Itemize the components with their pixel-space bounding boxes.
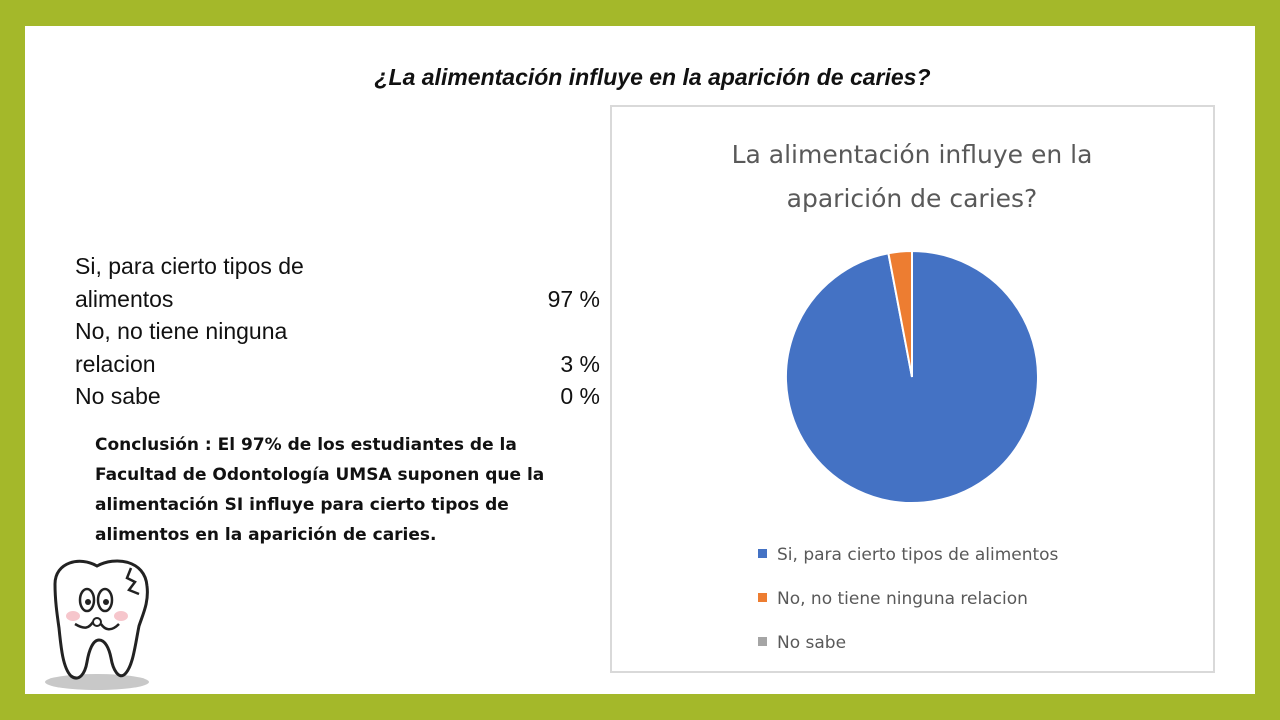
- legend-swatch: [758, 637, 767, 646]
- conclusion-text: Conclusión : El 97% de los estudiantes d…: [95, 435, 545, 545]
- chart-panel: La alimentación influye en la aparición …: [610, 105, 1215, 673]
- table-row: Si, para cierto tipos de alimentos 97 %: [75, 250, 600, 315]
- chart-title-line: aparición de caries?: [787, 184, 1038, 213]
- legend-label: No sabe: [777, 633, 846, 653]
- cartoon-tooth-icon: [35, 554, 165, 699]
- data-table: Si, para cierto tipos de alimentos 97 % …: [75, 250, 600, 413]
- pie-slice: [887, 249, 913, 378]
- legend-swatch: [758, 593, 767, 602]
- legend-swatch: [758, 549, 767, 558]
- row-value: 0 %: [560, 383, 600, 409]
- table-row: No, no tiene ninguna relacion 3 %: [75, 315, 600, 380]
- pie-slices: [785, 249, 1039, 504]
- row-label: Si, para cierto tipos de alimentos: [75, 253, 304, 312]
- legend-label: Si, para cierto tipos de alimentos: [777, 545, 1059, 565]
- legend-label: No, no tiene ninguna relacion: [777, 589, 1028, 609]
- slide: ¿La alimentación influye en la aparición…: [25, 26, 1255, 694]
- slide-title: ¿La alimentación influye en la aparición…: [374, 64, 931, 90]
- row-value: 97 %: [547, 285, 600, 312]
- row-label: No sabe: [75, 383, 161, 409]
- row-label: No, no tiene ninguna relacion: [75, 318, 288, 377]
- chart-legend: Si, para cierto tipos de alimentos No, no…: [758, 545, 1059, 653]
- table-row: No sabe 0 %: [75, 380, 600, 413]
- pie-chart: La alimentación influye en la aparición …: [732, 140, 1093, 653]
- row-value: 3 %: [560, 350, 600, 377]
- chart-title-line: La alimentación influye en la: [732, 140, 1093, 169]
